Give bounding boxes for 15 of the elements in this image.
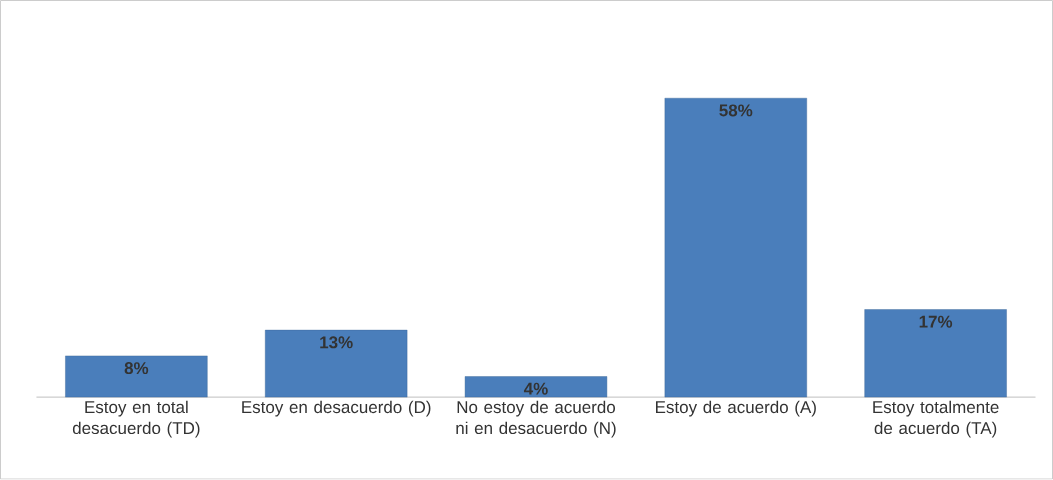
data-label: 17% xyxy=(919,315,953,328)
bar xyxy=(65,355,208,398)
x-tick-label: Estoy en total desacuerdo (TD) xyxy=(72,400,200,438)
data-label: 8% xyxy=(124,362,149,375)
data-label: 58% xyxy=(719,104,753,117)
bar xyxy=(864,309,1007,398)
x-tick-label: Estoy de acuerdo (A) xyxy=(656,400,816,417)
data-label: 4% xyxy=(523,382,548,395)
data-label: 13% xyxy=(320,336,353,349)
x-tick-label: No estoy de acuerdo ni en desacuerdo (N) xyxy=(456,400,616,438)
bar xyxy=(464,376,608,398)
bar xyxy=(265,330,408,398)
x-tick-label: Estoy en desacuerdo (D) xyxy=(242,400,431,417)
x-tick-label: Estoy totalmente de acuerdo (TA) xyxy=(873,400,999,438)
bar xyxy=(664,98,807,398)
